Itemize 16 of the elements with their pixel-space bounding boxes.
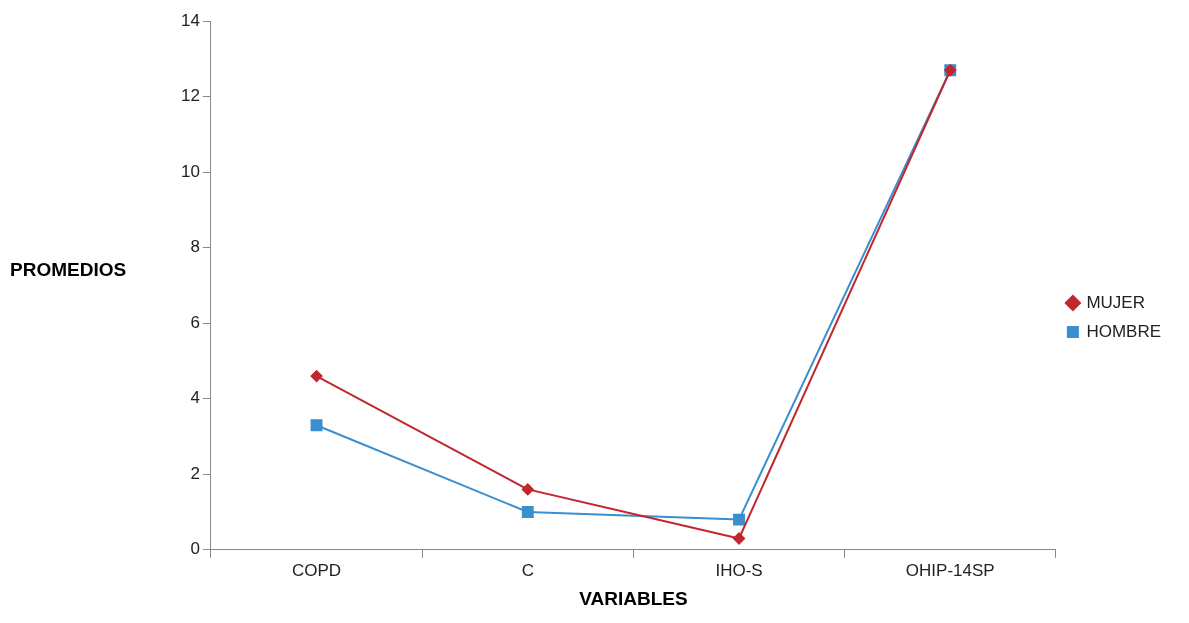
x-axis-title: VARIABLES: [579, 587, 688, 609]
y-tick-label: 14: [180, 10, 200, 30]
y-tick-label: 6: [190, 312, 200, 332]
y-tick-label: 0: [190, 539, 200, 559]
y-tick-label: 8: [190, 237, 200, 257]
x-tick-label: IHO-S: [715, 560, 763, 580]
y-tick-label: 12: [180, 86, 200, 106]
x-tick-label: COPD: [291, 560, 342, 580]
x-tick-label: C: [521, 560, 534, 580]
y-axis-title: PROMEDIOS: [10, 258, 127, 280]
y-tick-label: 4: [190, 388, 200, 408]
legend-label: MUJER: [1086, 292, 1145, 312]
y-tick-label: 10: [180, 161, 200, 181]
legend-label: HOMBRE: [1086, 321, 1162, 341]
y-tick-label: 2: [190, 463, 200, 483]
x-tick-label: OHIP-14SP: [905, 560, 995, 580]
